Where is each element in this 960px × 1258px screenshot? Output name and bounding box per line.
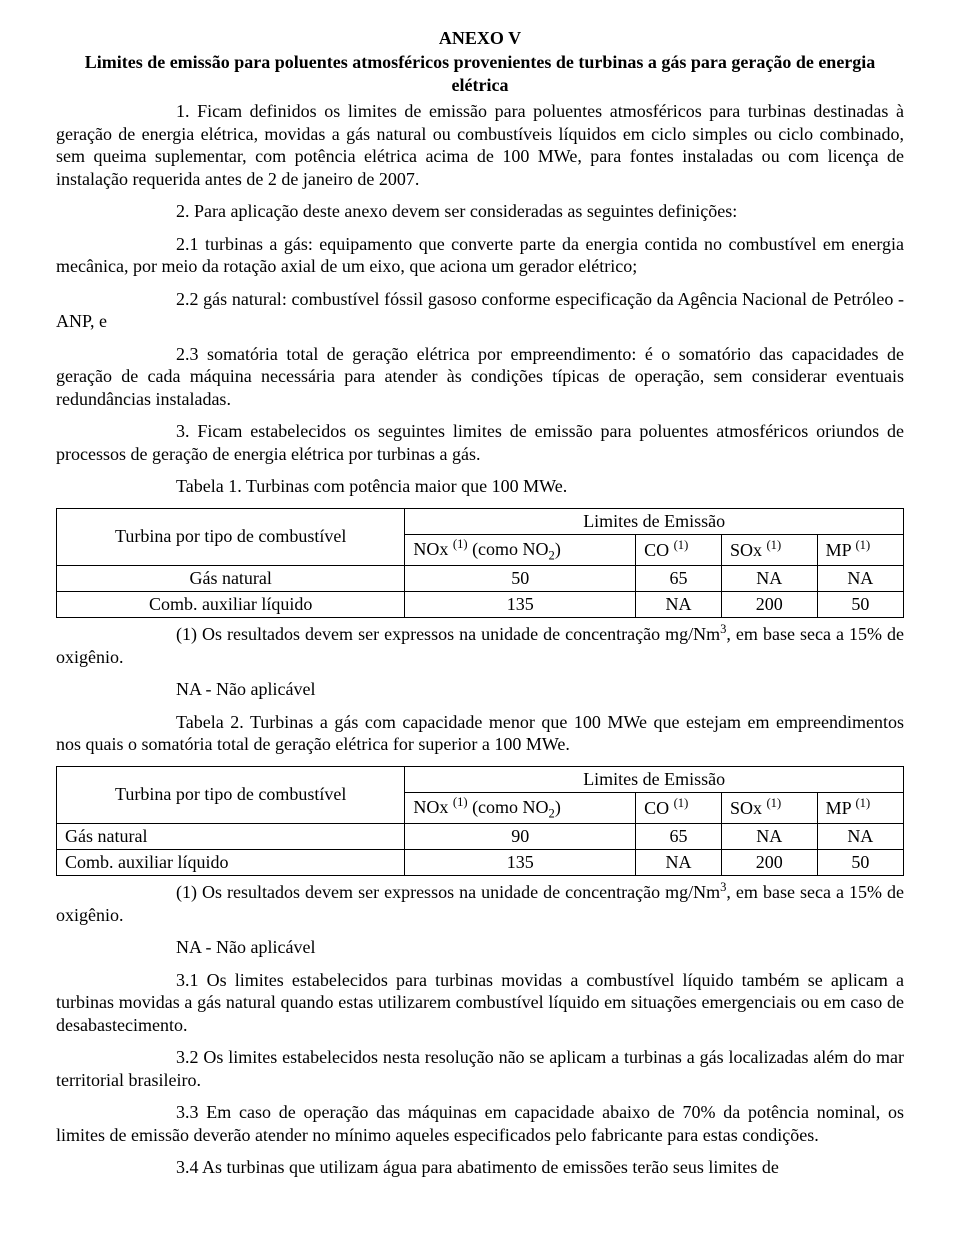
para-3-1: 3.1 Os limites estabelecidos para turbin…: [56, 969, 904, 1037]
t2-h-co-a: CO: [644, 798, 674, 818]
t2-h-sox-sup: (1): [766, 796, 781, 810]
t1-r1-co: NA: [636, 592, 722, 618]
t2-r0-nox: 90: [405, 824, 636, 850]
table1-caption: Tabela 1. Turbinas com potência maior qu…: [56, 475, 904, 498]
t1-r0-nox: 50: [405, 566, 636, 592]
t1-h-mp-a: MP: [826, 540, 856, 560]
table-2-row-0: Gás natural 90 65 NA NA: [57, 824, 904, 850]
t1-h-sox-a: SOx: [730, 540, 767, 560]
para-2: 2. Para aplicação deste anexo devem ser …: [56, 200, 904, 223]
anexo-subtitle: Limites de emissão para poluentes atmosf…: [70, 51, 890, 96]
t2-r1-mp: 50: [817, 850, 903, 876]
t1-r0-co: 65: [636, 566, 722, 592]
t1-h-span: Limites de Emissão: [405, 508, 904, 534]
t2-r1-sox: 200: [721, 850, 817, 876]
t2-r0-label: Gás natural: [57, 824, 405, 850]
t1-h-nox-sup: (1): [453, 537, 468, 551]
t1-h-sox-sup: (1): [766, 538, 781, 552]
t2-h-span: Limites de Emissão: [405, 766, 904, 792]
table-1-row-0: Gás natural 50 65 NA NA: [57, 566, 904, 592]
para-2-3: 2.3 somatória total de geração elétrica …: [56, 343, 904, 411]
note-1-a: (1) Os resultados devem ser expressos na…: [176, 624, 720, 644]
t2-h-co-sup: (1): [674, 796, 689, 810]
table-1-row-1: Comb. auxiliar líquido 135 NA 200 50: [57, 592, 904, 618]
na-def-2: NA - Não aplicável: [56, 936, 904, 959]
table-1: Turbina por tipo de combustível Limites …: [56, 508, 904, 619]
note-2-a: (1) Os resultados devem ser expressos na…: [176, 882, 720, 902]
table-2-header-row-1: Turbina por tipo de combustível Limites …: [57, 766, 904, 792]
t1-h-col0: Turbina por tipo de combustível: [57, 508, 405, 566]
para-3: 3. Ficam estabelecidos os seguintes limi…: [56, 420, 904, 465]
t2-h-mp-sup: (1): [855, 796, 870, 810]
t1-h-nox-c: ): [555, 539, 561, 559]
t2-r1-label: Comb. auxiliar líquido: [57, 850, 405, 876]
t1-h-mp: MP (1): [817, 534, 903, 566]
t1-r0-sox: NA: [721, 566, 817, 592]
t1-h-sox: SOx (1): [721, 534, 817, 566]
t1-r0-mp: NA: [817, 566, 903, 592]
t1-h-nox: NOx (1) (como NO2): [405, 534, 636, 566]
note-2: (1) Os resultados devem ser expressos na…: [56, 880, 904, 926]
t1-h-mp-sup: (1): [855, 538, 870, 552]
para-2-1: 2.1 turbinas a gás: equipamento que conv…: [56, 233, 904, 278]
t2-h-nox-sup: (1): [453, 795, 468, 809]
t2-h-mp: MP (1): [817, 792, 903, 824]
para-3-3: 3.3 Em caso de operação das máquinas em …: [56, 1101, 904, 1146]
t2-h-nox-b: (como NO: [468, 797, 549, 817]
t1-r1-label: Comb. auxiliar líquido: [57, 592, 405, 618]
para-3-4: 3.4 As turbinas que utilizam água para a…: [56, 1156, 904, 1179]
page: ANEXO V Limites de emissão para poluente…: [0, 0, 960, 1258]
t1-h-co-a: CO: [644, 540, 674, 560]
t2-r1-nox: 135: [405, 850, 636, 876]
table-2-row-1: Comb. auxiliar líquido 135 NA 200 50: [57, 850, 904, 876]
t2-r1-co: NA: [636, 850, 722, 876]
t2-h-nox-a: NOx: [413, 797, 453, 817]
note-1: (1) Os resultados devem ser expressos na…: [56, 622, 904, 668]
t2-r0-mp: NA: [817, 824, 903, 850]
t1-h-co: CO (1): [636, 534, 722, 566]
t1-h-nox-a: NOx: [413, 539, 453, 559]
anexo-title: ANEXO V: [56, 28, 904, 49]
t2-h-mp-a: MP: [826, 798, 856, 818]
para-2-2: 2.2 gás natural: combustível fóssil gaso…: [56, 288, 904, 333]
para-3-2: 3.2 Os limites estabelecidos nesta resol…: [56, 1046, 904, 1091]
t2-r0-co: 65: [636, 824, 722, 850]
t2-h-nox-c: ): [555, 797, 561, 817]
t2-h-co: CO (1): [636, 792, 722, 824]
na-def-1: NA - Não aplicável: [56, 678, 904, 701]
t2-h-col0: Turbina por tipo de combustível: [57, 766, 405, 824]
t2-h-sox-a: SOx: [730, 798, 767, 818]
t1-r0-label: Gás natural: [57, 566, 405, 592]
table-2: Turbina por tipo de combustível Limites …: [56, 766, 904, 877]
t2-h-sox: SOx (1): [721, 792, 817, 824]
t2-r0-sox: NA: [721, 824, 817, 850]
table-1-header-row-1: Turbina por tipo de combustível Limites …: [57, 508, 904, 534]
t1-r1-mp: 50: [817, 592, 903, 618]
para-1: 1. Ficam definidos os limites de emissão…: [56, 100, 904, 190]
t1-r1-sox: 200: [721, 592, 817, 618]
t2-h-nox: NOx (1) (como NO2): [405, 792, 636, 824]
table2-caption: Tabela 2. Turbinas a gás com capacidade …: [56, 711, 904, 756]
t1-h-nox-b: (como NO: [468, 539, 549, 559]
t1-r1-nox: 135: [405, 592, 636, 618]
t1-h-co-sup: (1): [674, 538, 689, 552]
